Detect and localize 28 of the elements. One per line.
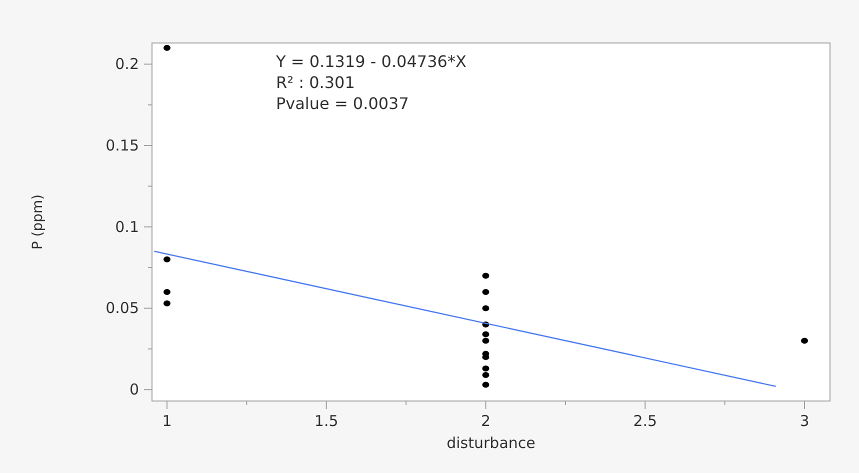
- y-tick-label: 0.2: [115, 55, 139, 74]
- point: [801, 338, 808, 344]
- point: [482, 331, 490, 338]
- x-tick-label: 3: [800, 412, 810, 430]
- point: [163, 300, 170, 306]
- y-tick-label: 0.1: [115, 218, 139, 236]
- point: [482, 365, 490, 372]
- point: [482, 305, 490, 312]
- x-tick-label: 2: [480, 412, 491, 430]
- point: [482, 288, 490, 295]
- point: [163, 256, 170, 262]
- annotation: Y = 0.1319 - 0.04736*X: [275, 52, 466, 71]
- x-tick-label: 1: [162, 412, 172, 430]
- y-tick-label: 0: [129, 380, 139, 399]
- y-tick-label: 0.05: [106, 299, 139, 318]
- y-tick-label: 0.15: [106, 136, 139, 155]
- annotation: Pvalue = 0.0037: [276, 94, 409, 113]
- point: [482, 382, 490, 388]
- annotation: R² : 0.301: [276, 73, 355, 92]
- y-axis-title: P (ppm): [30, 194, 46, 250]
- point: [482, 372, 490, 378]
- point: [163, 288, 170, 295]
- x-tick-label: 2.5: [633, 412, 658, 430]
- x-axis-title: disturbance: [446, 434, 536, 452]
- point: [163, 44, 170, 51]
- x-tick-label: 1.5: [314, 412, 338, 430]
- point: [482, 338, 490, 344]
- point: [482, 272, 490, 279]
